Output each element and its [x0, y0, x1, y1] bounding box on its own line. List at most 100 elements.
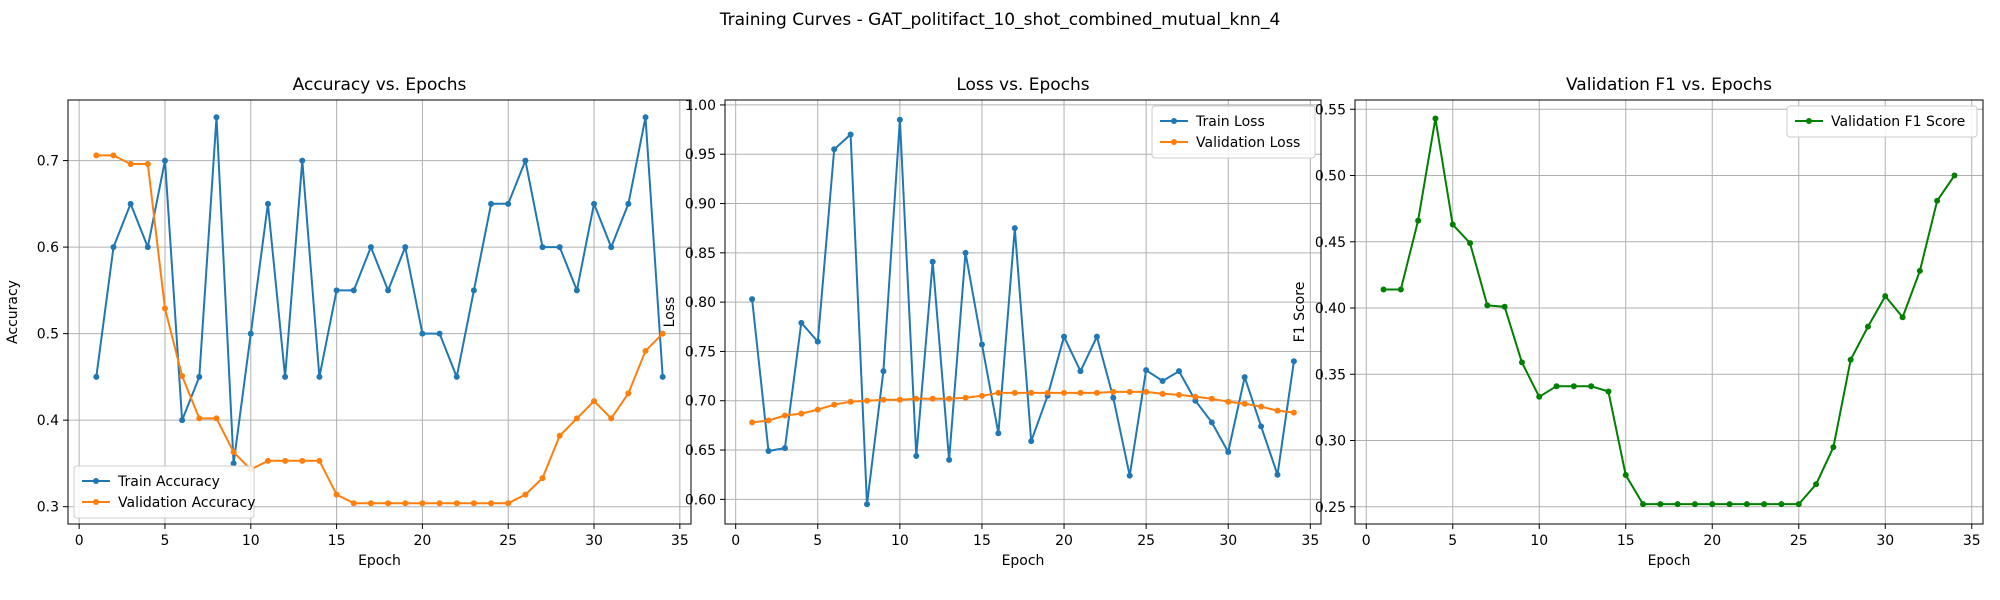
data-point — [913, 452, 920, 459]
data-point — [230, 460, 237, 467]
data-point — [946, 395, 953, 402]
y-tick-label: 0.50 — [1315, 169, 1346, 185]
x-axis-label: Epoch — [358, 553, 401, 569]
legend-box — [73, 465, 255, 519]
data-point — [765, 417, 772, 424]
x-tick-label: 25 — [499, 533, 517, 549]
data-point — [1175, 391, 1182, 398]
y-tick-label: 0.30 — [1315, 434, 1346, 450]
data-point — [1432, 115, 1439, 122]
y-tick-label: 0.75 — [685, 344, 716, 360]
x-tick-label: 15 — [328, 533, 346, 549]
x-tick-label: 10 — [891, 533, 909, 549]
data-point — [539, 244, 546, 251]
legend-box — [1151, 105, 1316, 159]
data-point — [642, 114, 649, 121]
data-point — [608, 244, 615, 251]
data-point — [264, 200, 271, 207]
data-point — [436, 330, 443, 337]
data-point — [1077, 368, 1084, 375]
data-point — [659, 373, 666, 380]
legend-label: Validation Loss — [1196, 135, 1300, 151]
x-tick-label: 20 — [1703, 533, 1721, 549]
y-axis-label: Accuracy — [5, 280, 21, 344]
data-point — [591, 398, 598, 405]
data-point — [1110, 394, 1117, 401]
data-point — [1553, 383, 1560, 390]
panel-title: Loss vs. Epochs — [956, 75, 1089, 95]
data-point — [573, 415, 580, 422]
axes-frame — [1354, 99, 1984, 525]
data-point — [93, 152, 100, 159]
series-validation-loss — [749, 388, 1297, 426]
data-point — [247, 330, 254, 337]
axes-frame — [67, 99, 692, 525]
y-tick-label: 0.25 — [1315, 500, 1346, 516]
data-point — [1290, 358, 1297, 365]
x-tick-label: 25 — [1790, 533, 1808, 549]
data-point — [1449, 221, 1456, 228]
series-line — [1383, 117, 1956, 506]
data-point — [1518, 359, 1525, 366]
data-point — [333, 491, 340, 498]
y-tick-label: 0.80 — [685, 295, 716, 311]
data-point — [798, 319, 805, 326]
data-point — [556, 432, 563, 439]
y-tick-label: 0.5 — [37, 327, 59, 343]
data-point — [749, 296, 756, 303]
data-point — [1028, 389, 1035, 396]
y-tick-label: 0.65 — [685, 443, 716, 459]
data-point — [213, 415, 220, 422]
y-tick-label: 0.7 — [37, 154, 59, 170]
series-line — [751, 390, 1295, 424]
data-point — [880, 396, 887, 403]
data-point — [488, 500, 495, 507]
data-point — [419, 330, 426, 337]
f1-panel: 0 5 10 15 20 25 30 35 0.25 0.30 0.35 0.40 0.45 0.50 0.… — [1292, 75, 1984, 569]
legend-swatch-marker — [1171, 118, 1177, 124]
y-tick-label: 0.35 — [1315, 367, 1346, 383]
data-point — [1159, 390, 1166, 397]
series-validation-f1-score — [1380, 115, 1958, 508]
data-point — [230, 449, 237, 456]
data-point — [1225, 398, 1232, 405]
data-point — [1467, 240, 1474, 247]
data-point — [1795, 501, 1802, 508]
x-tick-label: 30 — [1219, 533, 1237, 549]
data-point — [1761, 501, 1768, 508]
series-line — [96, 154, 664, 505]
y-tick-label: 0.3 — [37, 500, 59, 516]
legend-label: Validation Accuracy — [118, 495, 256, 511]
data-point — [161, 157, 168, 164]
data-point — [1622, 471, 1629, 478]
data-point — [1126, 472, 1133, 479]
data-point — [625, 390, 632, 397]
figure-suptitle: Training Curves - GAT_politifact_10_shot… — [719, 10, 1281, 30]
data-point — [1640, 501, 1647, 508]
legend: Train Accuracy Validation Accuracy — [73, 465, 256, 519]
data-point — [591, 200, 598, 207]
data-point — [350, 500, 357, 507]
data-point — [316, 457, 323, 464]
y-tick-label: 0.55 — [1315, 102, 1346, 118]
x-tick-label: 0 — [1362, 533, 1371, 549]
data-point — [1743, 501, 1750, 508]
data-point — [127, 200, 134, 207]
data-point — [814, 338, 821, 345]
x-tick-label: 10 — [242, 533, 260, 549]
data-point — [419, 500, 426, 507]
data-point — [1484, 302, 1491, 309]
data-point — [642, 347, 649, 354]
data-point — [847, 398, 854, 405]
data-point — [127, 161, 134, 168]
data-point — [814, 406, 821, 413]
data-point — [1830, 444, 1837, 451]
data-point — [1192, 393, 1199, 400]
data-point — [625, 200, 632, 207]
loss-panel: 0 5 10 15 20 25 30 35 0.60 0.65 0.70 0.75 0.80 0.85 0.… — [662, 75, 1322, 569]
data-point — [962, 394, 969, 401]
y-tick-label: 0.70 — [685, 394, 716, 410]
series-train-loss — [749, 116, 1297, 508]
x-tick-label: 15 — [973, 533, 991, 549]
